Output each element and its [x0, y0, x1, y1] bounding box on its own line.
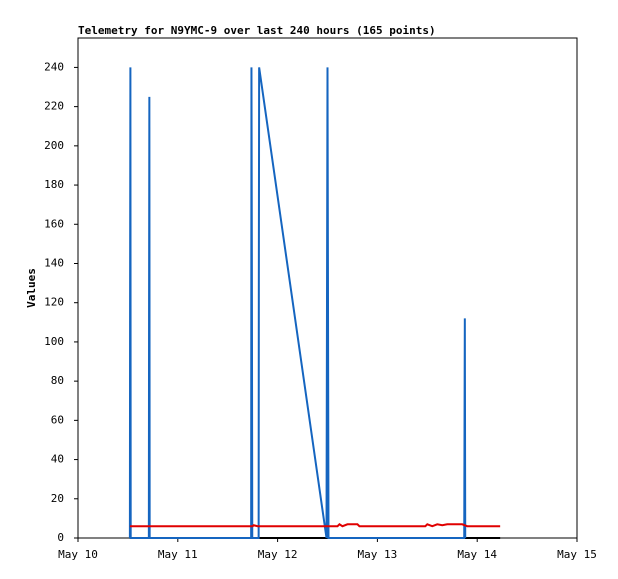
- y-tick-label: 20: [51, 492, 64, 505]
- x-tick-label: May 14: [457, 548, 497, 561]
- chart-title: Telemetry for N9YMC-9 over last 240 hour…: [78, 24, 436, 37]
- y-tick-label: 220: [44, 100, 64, 113]
- y-tick-label: 140: [44, 256, 64, 269]
- x-tick-label: May 10: [58, 548, 98, 561]
- y-tick-label: 200: [44, 139, 64, 152]
- x-tick-label: May 15: [557, 548, 597, 561]
- x-tick-label: May 11: [158, 548, 198, 561]
- y-tick-label: 100: [44, 335, 64, 348]
- x-tick-label: May 13: [358, 548, 398, 561]
- y-axis-label: Values: [25, 268, 38, 308]
- series-line: [128, 67, 467, 539]
- y-tick-label: 60: [51, 413, 64, 426]
- y-tick-label: 160: [44, 217, 64, 230]
- x-tick-label: May 12: [258, 548, 298, 561]
- y-tick-label: 240: [44, 60, 64, 73]
- y-tick-label: 180: [44, 178, 64, 191]
- y-tick-label: 0: [57, 531, 64, 544]
- y-tick-label: 40: [51, 453, 64, 466]
- y-tick-label: 120: [44, 296, 64, 309]
- series-line: [129, 522, 501, 528]
- y-tick-label: 80: [51, 374, 64, 387]
